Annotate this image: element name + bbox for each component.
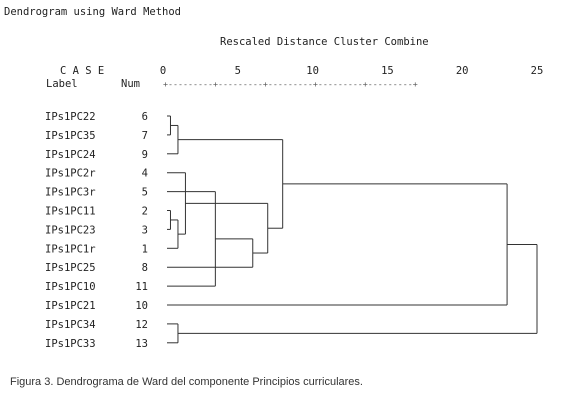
leaf-num: 1: [142, 243, 148, 255]
leaf-num: 6: [142, 111, 148, 123]
axis-tick-label: 0: [160, 65, 166, 77]
leaf-num: 3: [142, 224, 148, 236]
leaf-num: 10: [135, 300, 148, 312]
leaf-num: 4: [142, 168, 148, 180]
axis-tick-label: 10: [306, 65, 319, 77]
axis-tick-label: 20: [456, 65, 469, 77]
axis-tick-labels: 0 5 10 15 20 25: [160, 65, 543, 77]
leaf-label: IPs1PC22: [45, 111, 96, 123]
leaf-num: 12: [135, 319, 148, 331]
leaf-label: IPs1PC24: [45, 149, 96, 161]
leaf-num: 8: [142, 262, 148, 274]
leaf-num: 11: [135, 281, 148, 293]
case-header: C A S E: [60, 65, 105, 77]
leaf-label: IPs1PC1r: [45, 243, 96, 255]
leaf-label: IPs1PC2r: [45, 168, 96, 180]
leaf-num: 7: [142, 130, 148, 142]
leaf-labels: IPs1PC22 6 IPs1PC35 7 IPs1PC24 9 IPs1PC2r 4 IPs1…: [45, 111, 148, 350]
leaf-label: IPs1PC21: [45, 300, 96, 312]
leaf-label: IPs1PC3r: [45, 187, 96, 199]
leaf-num: 2: [142, 206, 148, 218]
axis-tick-label: 25: [531, 65, 544, 77]
num-header: Num: [121, 78, 140, 90]
leaf-label: IPs1PC10: [45, 281, 96, 293]
label-header: Label: [46, 78, 78, 90]
leaf-num: 13: [135, 338, 148, 350]
axis-tick-label: 15: [381, 65, 394, 77]
chart-title: Dendrogram using Ward Method: [4, 6, 182, 18]
axis-rule: +---------+---------+---------+---------…: [163, 79, 418, 89]
leaf-label: IPs1PC11: [45, 206, 96, 218]
leaf-label: IPs1PC35: [45, 130, 96, 142]
axis-tick-label: 5: [235, 65, 241, 77]
figure-caption: Figura 3. Dendrograma de Ward del compon…: [10, 376, 363, 388]
scale-title: Rescaled Distance Cluster Combine: [220, 36, 429, 48]
leaf-label: IPs1PC23: [45, 224, 96, 236]
leaf-label: IPs1PC33: [45, 338, 96, 350]
leaf-num: 5: [142, 187, 148, 199]
dendrogram-links: [167, 115, 538, 344]
leaf-label: IPs1PC25: [45, 262, 96, 274]
leaf-num: 9: [142, 149, 148, 161]
leaf-label: IPs1PC34: [45, 319, 96, 331]
